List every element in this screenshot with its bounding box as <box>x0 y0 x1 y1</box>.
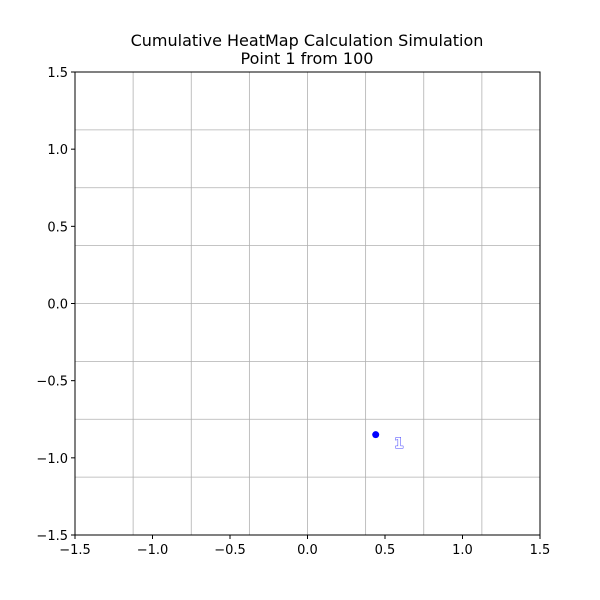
x-tick-label: 0.5 <box>375 543 396 558</box>
y-tick-label: −1.5 <box>36 529 68 544</box>
x-tick-label: −0.5 <box>214 543 246 558</box>
data-points <box>372 431 380 439</box>
y-axis: −1.5 −1.0 −0.5 0.0 0.5 1.0 1.5 <box>36 66 75 544</box>
y-tick-label: 0.5 <box>47 220 68 235</box>
x-tick-label: 0.0 <box>297 543 318 558</box>
x-tick-label: −1.0 <box>137 543 169 558</box>
x-tick-label: −1.5 <box>59 543 91 558</box>
point-label: 1 <box>394 436 404 452</box>
annotations: 1 <box>394 436 405 453</box>
y-tick-label: −1.0 <box>36 452 68 467</box>
chart-title-line: Cumulative HeatMap Calculation Simulatio… <box>131 31 484 50</box>
data-point <box>372 431 380 439</box>
chart-title: Cumulative HeatMap Calculation Simulatio… <box>131 31 484 68</box>
y-tick-label: 1.0 <box>47 143 68 158</box>
x-tick-label: 1.5 <box>530 543 551 558</box>
grid <box>75 72 540 535</box>
y-tick-label: −0.5 <box>36 375 68 390</box>
y-tick-label: 0.0 <box>47 298 68 313</box>
chart-subtitle: Point 1 from 100 <box>241 49 374 68</box>
x-axis: −1.5 −1.0 −0.5 0.0 0.5 1.0 1.5 <box>59 535 550 558</box>
y-tick-label: 1.5 <box>47 66 68 81</box>
x-tick-label: 1.0 <box>452 543 473 558</box>
